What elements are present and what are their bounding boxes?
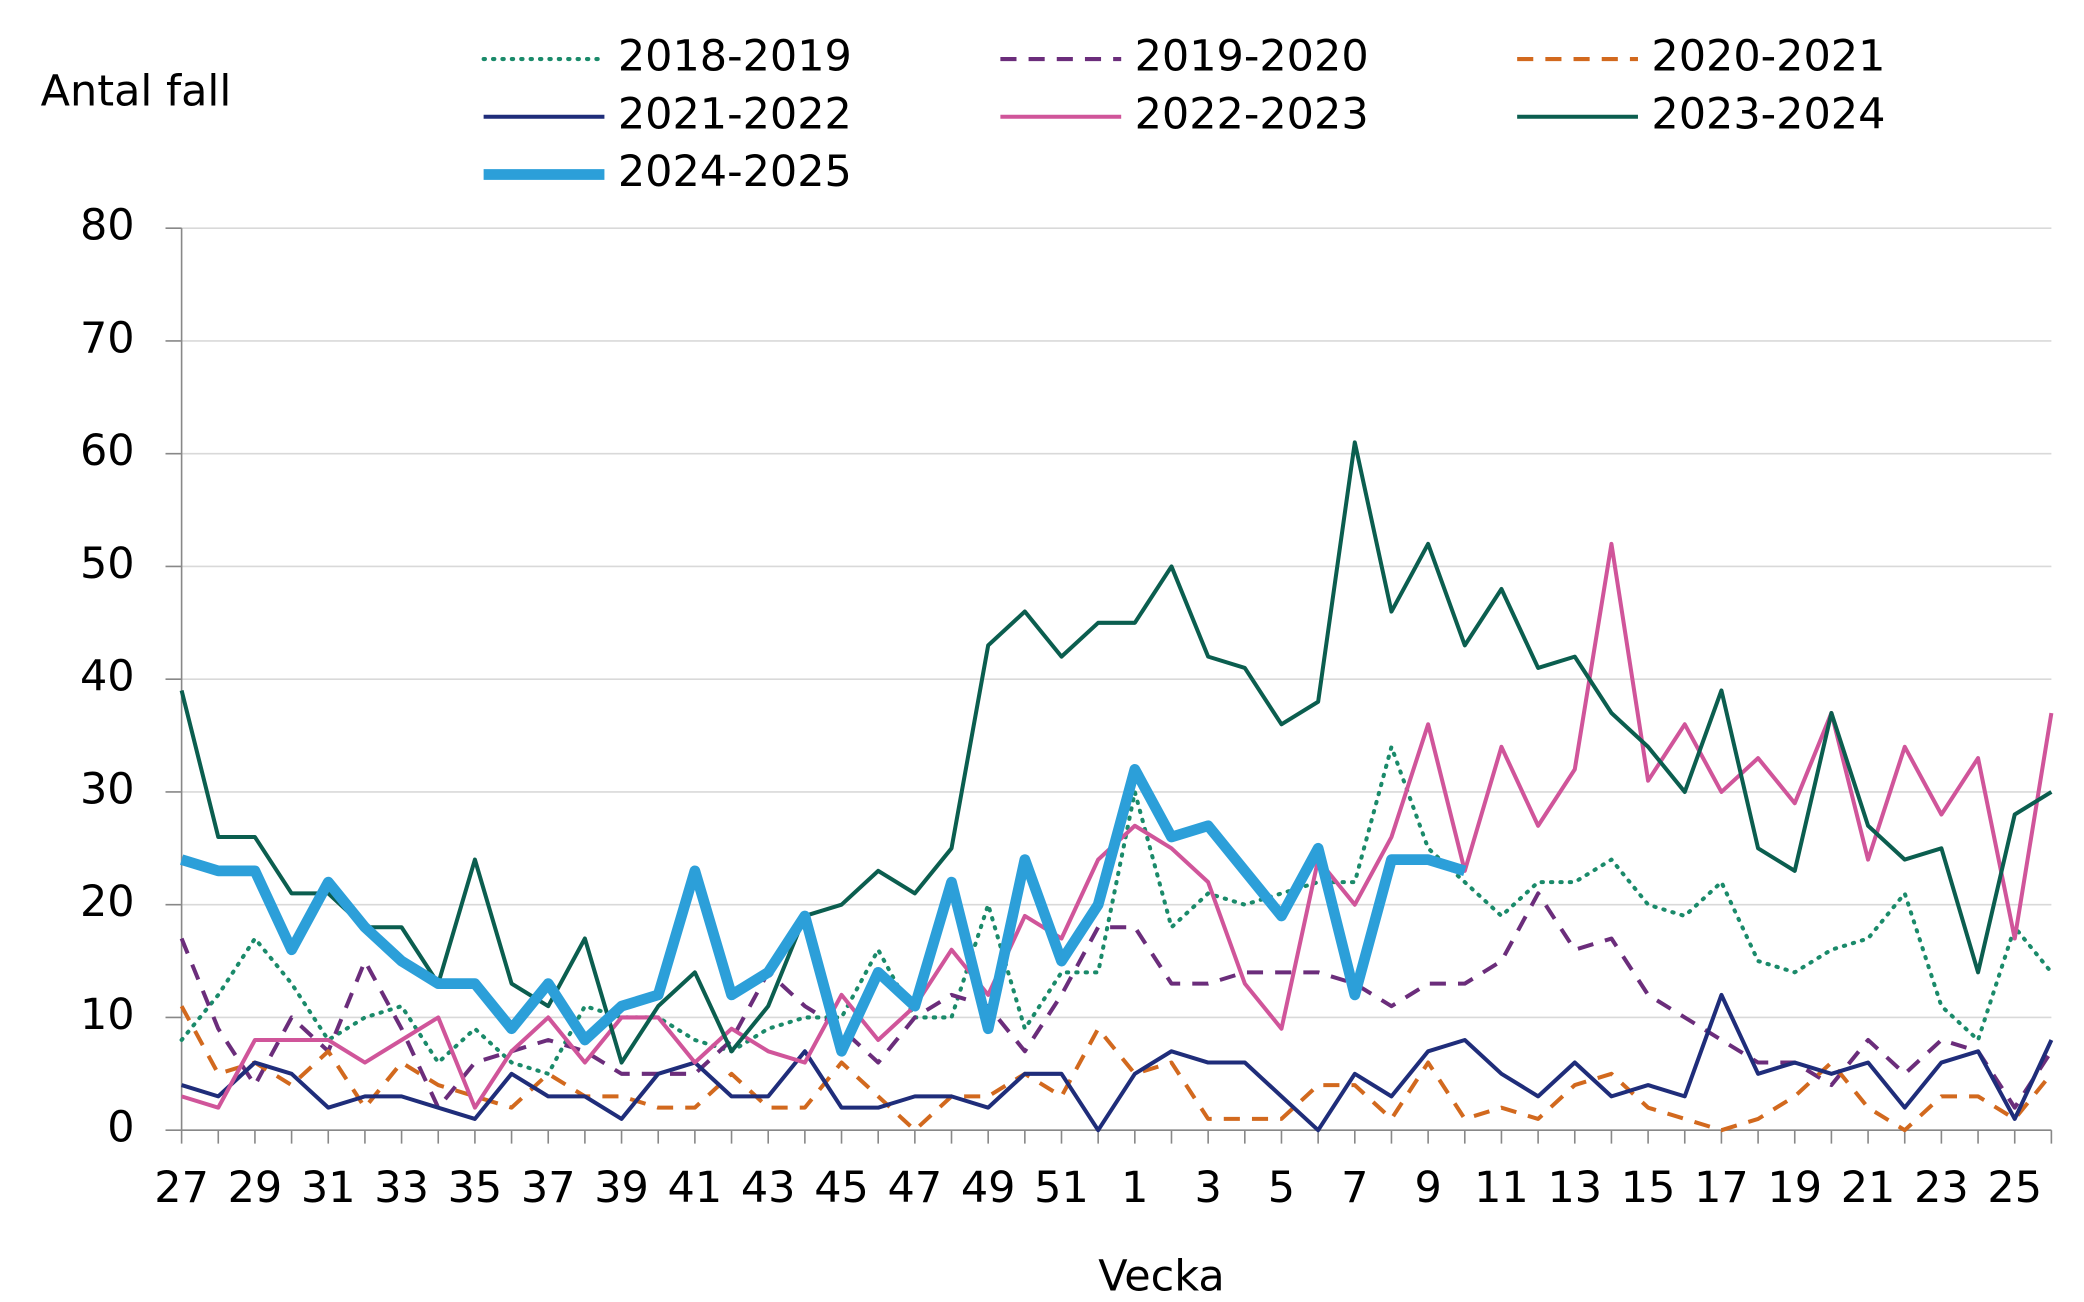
y-tick-label: 0 [107, 1103, 134, 1153]
x-tick-label: 15 [1621, 1163, 1676, 1213]
x-tick-label: 29 [228, 1163, 283, 1213]
legend-label: 2024-2025 [618, 147, 852, 197]
legend-label: 2023-2024 [1651, 89, 1885, 139]
x-tick-label: 23 [1914, 1163, 1969, 1213]
y-tick-label: 20 [80, 877, 135, 927]
x-tick-label: 25 [1987, 1163, 2042, 1213]
legend-label: 2021-2022 [618, 89, 852, 139]
y-tick-label: 40 [80, 652, 135, 702]
x-tick-label: 17 [1694, 1163, 1749, 1213]
x-tick-label: 27 [154, 1163, 209, 1213]
x-tick-label: 11 [1474, 1163, 1529, 1213]
x-axis-label: Vecka [1098, 1252, 1224, 1302]
legend-label: 2022-2023 [1135, 89, 1369, 139]
x-tick-label: 51 [1034, 1163, 1089, 1213]
series-line [181, 992, 2054, 1133]
legend-label: 2018-2019 [618, 32, 852, 82]
x-tick-label: 9 [1414, 1163, 1441, 1213]
x-tick-label: 33 [374, 1163, 429, 1213]
x-tick-label: 7 [1341, 1163, 1368, 1213]
x-tick-label: 41 [668, 1163, 723, 1213]
y-tick-label: 50 [80, 539, 135, 589]
y-tick-label: 10 [80, 990, 135, 1040]
x-tick-label: 19 [1767, 1163, 1822, 1213]
series-line [179, 891, 2054, 1110]
y-axis-label: Antal fall [41, 66, 232, 116]
x-tick-label: 1 [1121, 1163, 1148, 1213]
x-tick-label: 31 [301, 1163, 356, 1213]
x-tick-label: 43 [741, 1163, 796, 1213]
series-line [179, 1005, 2053, 1133]
x-tick-label: 35 [448, 1163, 503, 1213]
series-line [180, 764, 1467, 1057]
y-tick-label: 70 [80, 313, 135, 363]
legend-label: 2019-2020 [1135, 32, 1369, 82]
y-tick-label: 60 [80, 426, 135, 476]
x-tick-label: 47 [888, 1163, 943, 1213]
x-tick-label: 5 [1268, 1163, 1295, 1213]
y-tick-label: 80 [80, 201, 135, 251]
x-tick-label: 13 [1547, 1163, 1602, 1213]
x-tick-label: 3 [1194, 1163, 1221, 1213]
y-tick-label: 30 [80, 764, 135, 814]
x-tick-label: 37 [521, 1163, 576, 1213]
x-tick-label: 45 [814, 1163, 869, 1213]
x-tick-label: 21 [1841, 1163, 1896, 1213]
series-line [179, 744, 2054, 1076]
legend-label: 2020-2021 [1651, 32, 1885, 82]
x-tick-label: 49 [961, 1163, 1016, 1213]
series-line [179, 440, 2053, 1065]
x-tick-label: 39 [594, 1163, 649, 1213]
